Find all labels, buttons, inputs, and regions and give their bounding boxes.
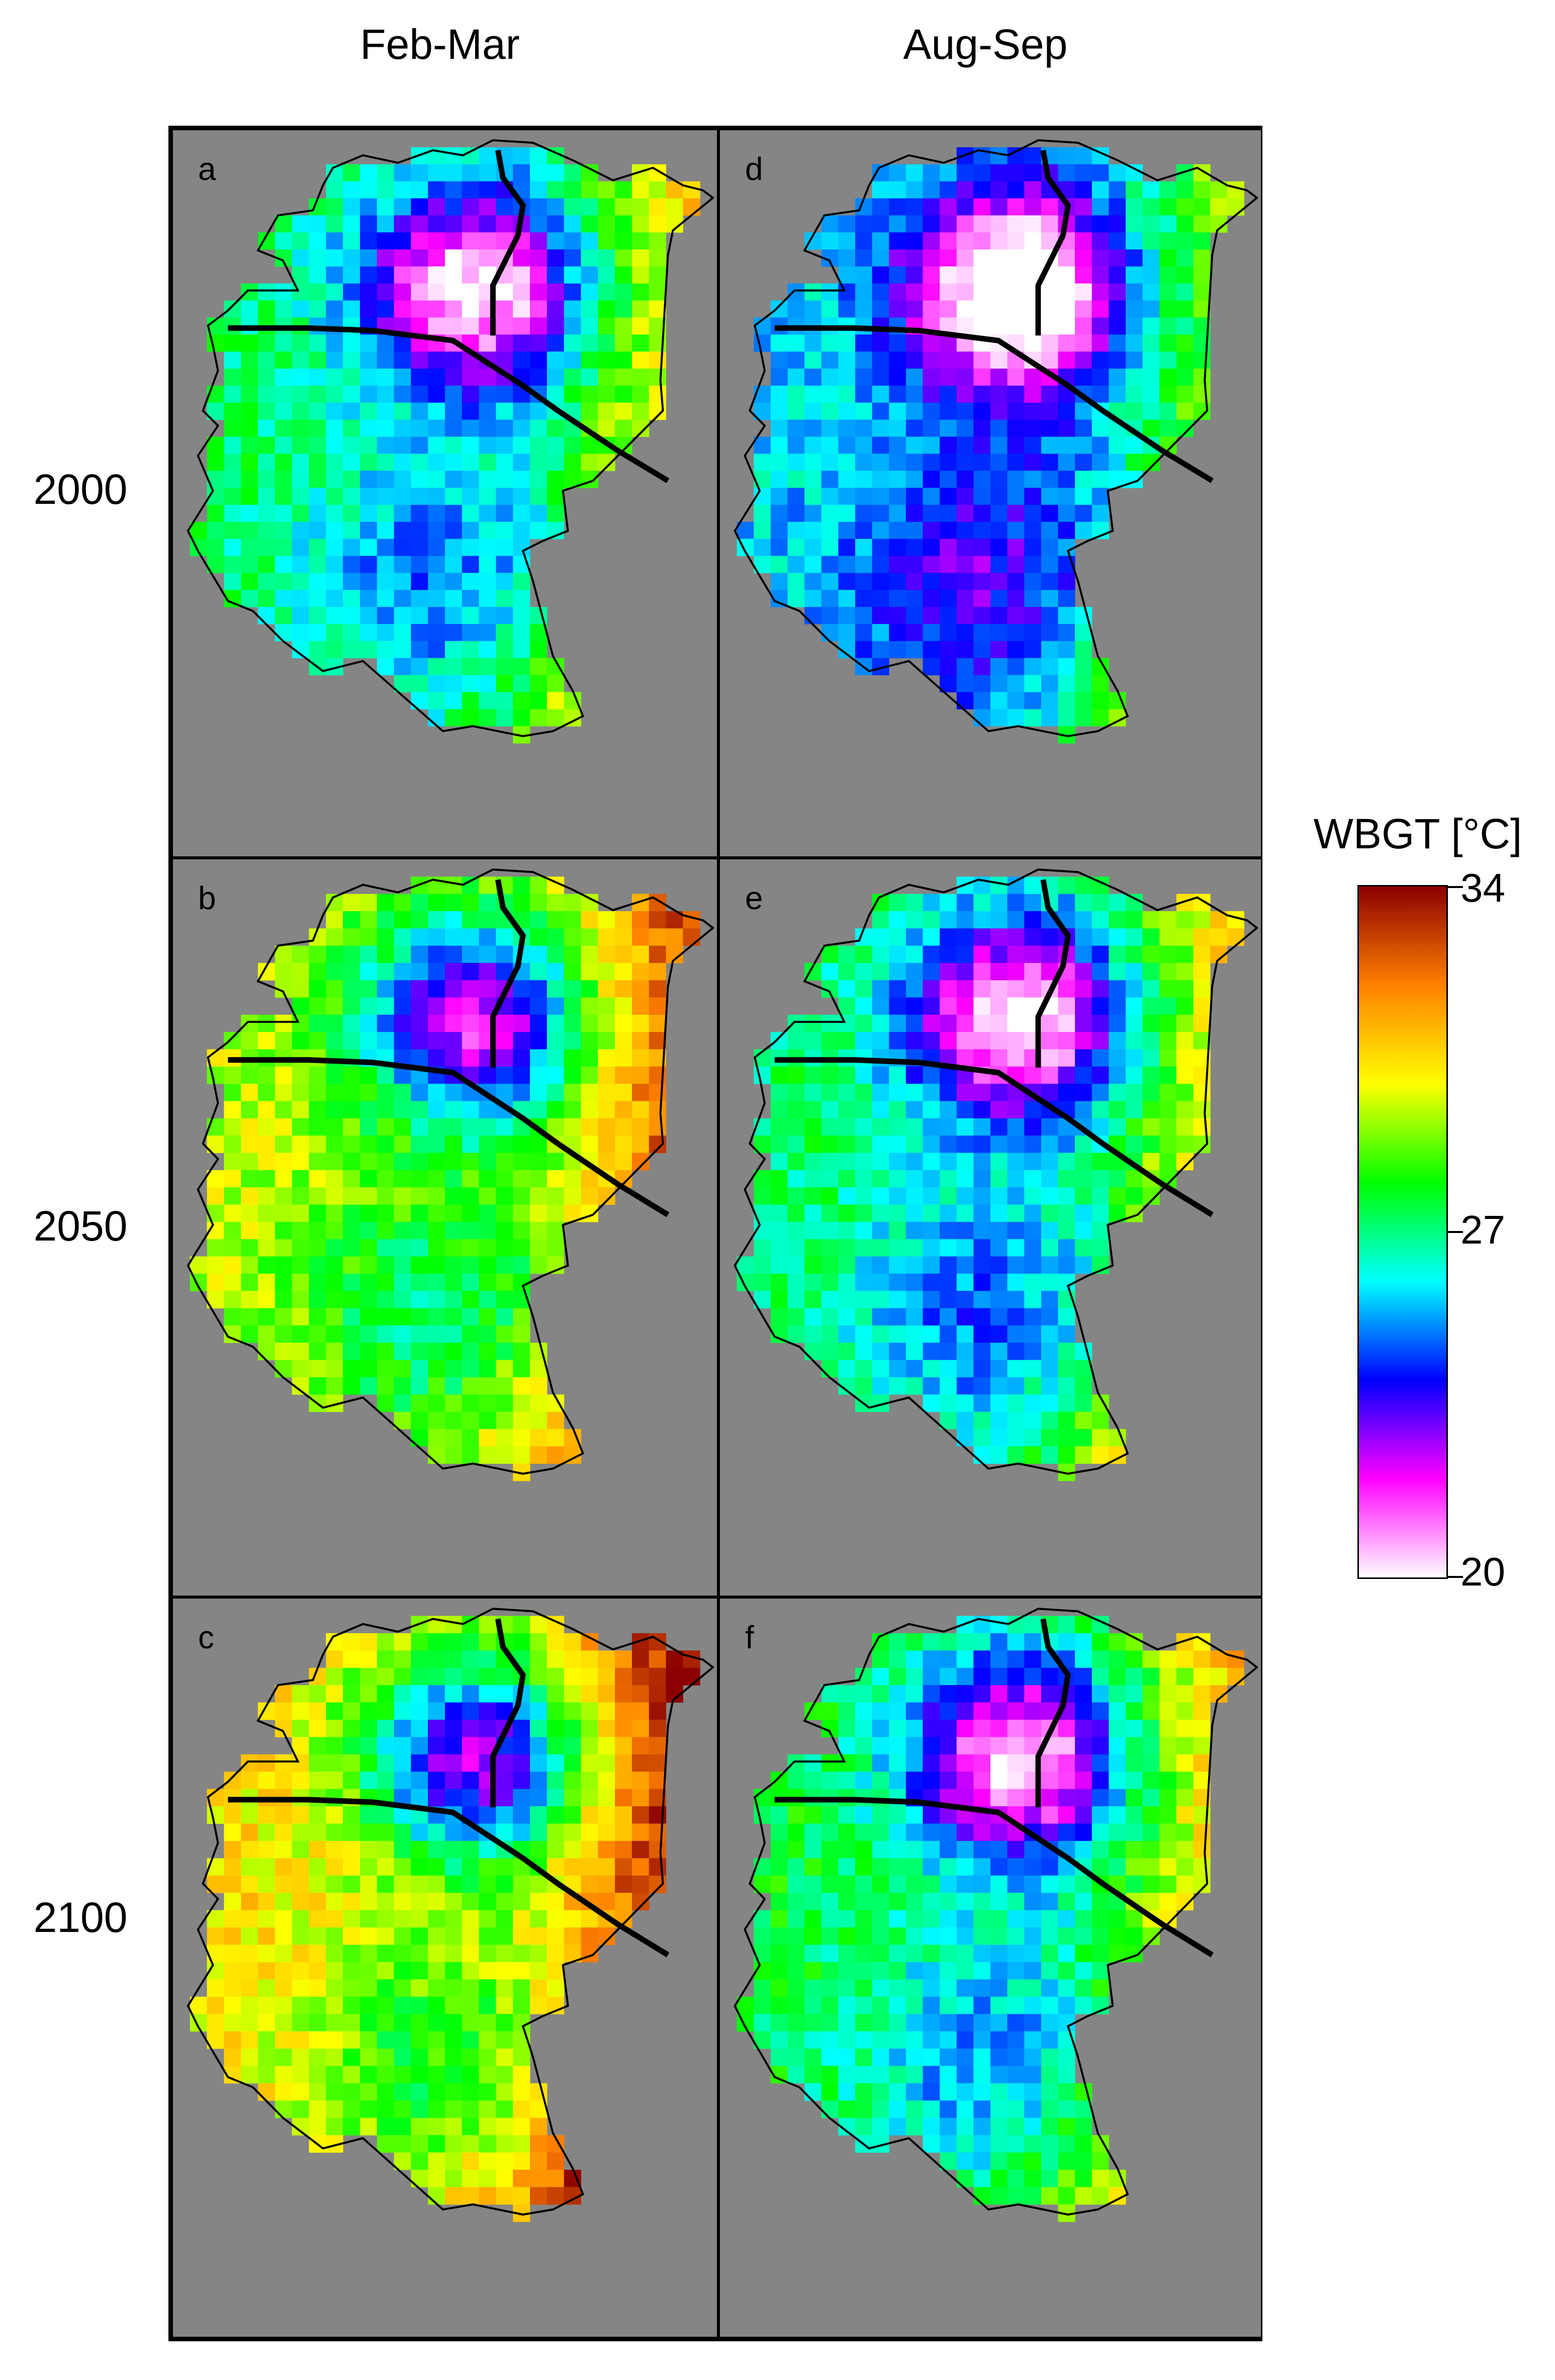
country-border-0: [490, 1618, 526, 1808]
raster-cells: [190, 147, 700, 744]
country-border-1: [774, 1057, 1105, 1146]
country-border-2: [556, 408, 670, 483]
country-border-1: [774, 325, 1105, 413]
panel-letter-f: f: [745, 1619, 754, 1655]
country-border-1: [774, 1797, 1105, 1886]
map-raster-f: [734, 1608, 1259, 2222]
panel-letter-d: d: [745, 151, 763, 187]
country-border-2: [556, 1141, 670, 1217]
map-panel-c: c: [171, 1597, 718, 2338]
map-raster-b: [187, 868, 715, 1481]
raster-cells: [737, 1616, 1244, 2222]
panel-letter-a: a: [198, 151, 216, 187]
country-border-1: [228, 325, 560, 413]
map-raster-d: [734, 139, 1259, 744]
country-border-1: [228, 1797, 560, 1886]
map-panel-a: a: [171, 129, 718, 858]
region-outline: [734, 139, 1259, 738]
raster-cells: [190, 1616, 700, 2222]
colorbar-label-27: 27: [1460, 1207, 1505, 1252]
map-raster-a: [187, 139, 715, 744]
region-outline: [187, 139, 715, 738]
map-panel-b: b: [171, 858, 718, 1597]
country-border-0: [490, 879, 526, 1068]
country-border-0: [490, 149, 526, 336]
country-border-0: [1035, 879, 1071, 1068]
map-raster-c: [187, 1608, 715, 2222]
country-border-0: [1035, 1618, 1071, 1808]
region-outline: [187, 1608, 715, 2216]
country-border-1: [228, 1057, 560, 1146]
column-header-feb-mar: Feb-Mar: [360, 21, 520, 68]
country-border-2: [1101, 408, 1214, 483]
colorbar-tick-20: [1448, 1576, 1463, 1578]
map-panel-e: e: [718, 858, 1262, 1597]
colorbar-title: WBGT [°C]: [1313, 810, 1522, 857]
row-header-2050: 2050: [33, 1202, 128, 1250]
colorbar-tick-34: [1448, 886, 1463, 888]
colorbar-gradient: [1357, 885, 1448, 1579]
raster-cells: [737, 876, 1244, 1481]
panel-letter-e: e: [745, 880, 763, 916]
country-border-2: [1101, 1141, 1214, 1217]
row-header-2100: 2100: [33, 1894, 128, 1941]
region-outline: [734, 868, 1259, 1475]
map-raster-e: [734, 868, 1259, 1481]
country-border-0: [1035, 149, 1071, 336]
colorbar-tick-27: [1448, 1231, 1463, 1233]
column-header-aug-sep: Aug-Sep: [903, 21, 1068, 68]
row-header-2000: 2000: [33, 466, 128, 513]
country-border-2: [1101, 1881, 1214, 1958]
map-panel-f: f: [718, 1597, 1262, 2338]
region-outline: [187, 868, 715, 1475]
panel-letter-c: c: [198, 1619, 214, 1655]
map-panel-grid: a b c d e f: [168, 126, 1262, 2341]
country-border-2: [556, 1881, 670, 1958]
colorbar-label-34: 34: [1460, 865, 1505, 910]
map-panel-d: d: [718, 129, 1262, 858]
panel-letter-b: b: [198, 880, 216, 916]
region-outline: [734, 1608, 1259, 2216]
colorbar-label-20: 20: [1460, 1549, 1505, 1594]
